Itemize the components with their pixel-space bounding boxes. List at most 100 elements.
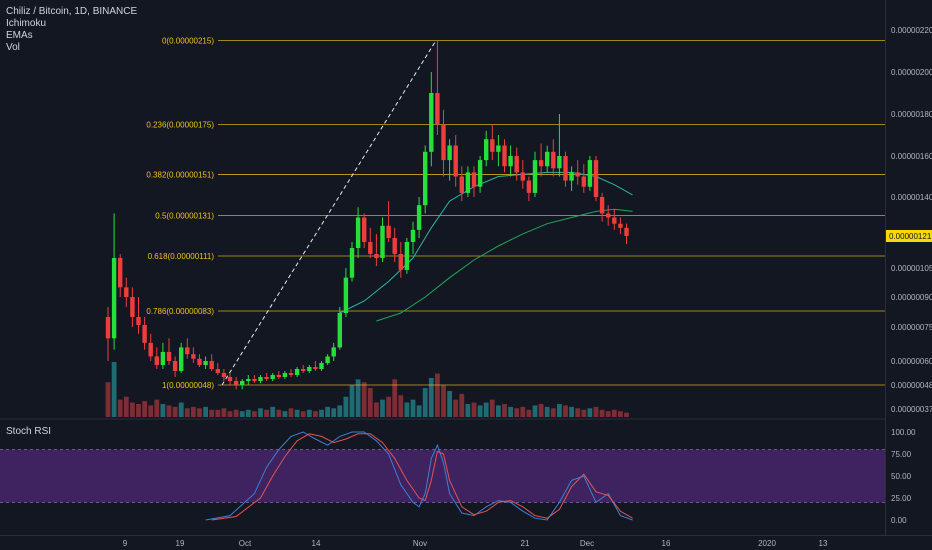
volume-bar xyxy=(459,393,465,417)
candle-body xyxy=(197,358,202,365)
volume-bar xyxy=(404,402,410,417)
candle-body xyxy=(276,375,281,377)
candle-body xyxy=(453,145,458,177)
fib-label: 0.236(0.00000175) xyxy=(146,121,214,130)
stoch-rsi-title[interactable]: Stoch RSI xyxy=(6,426,52,437)
fib-label: 0.618(0.00000111) xyxy=(148,252,215,261)
volume-bar xyxy=(300,411,306,417)
candle-body xyxy=(538,160,544,167)
indicator-ichimoku[interactable]: Ichimoku xyxy=(6,18,47,29)
candle-body xyxy=(490,139,495,152)
candle-body xyxy=(313,367,318,369)
stoch-rsi-panel: 100.00 75.00 50.00 25.00 0.00 xyxy=(0,428,916,525)
volume-bar xyxy=(306,409,312,417)
volume-bar xyxy=(465,403,471,417)
time-axis: 9 19 Oct 14 Nov 21 Dec 16 2020 13 xyxy=(123,539,828,548)
candle-body xyxy=(136,317,141,325)
time-tick-label: Oct xyxy=(239,539,252,548)
volume-bar xyxy=(337,405,343,417)
candle-body xyxy=(441,124,446,161)
fib-label: 0(0.00000215) xyxy=(162,37,214,46)
volume-bar xyxy=(550,408,556,417)
volume-bar xyxy=(191,406,196,417)
volume-bar xyxy=(398,395,404,417)
time-tick-label: 9 xyxy=(123,539,128,548)
candle-body xyxy=(246,379,251,381)
candle-body xyxy=(557,156,562,169)
candle-body xyxy=(392,238,397,254)
volume-bar xyxy=(111,362,117,417)
candle-body xyxy=(429,93,434,152)
price-tick-label: 0.00000037 xyxy=(891,405,932,414)
candle-body xyxy=(606,213,611,218)
candle-body xyxy=(215,369,220,373)
indicator-emas[interactable]: EMAs xyxy=(6,30,33,41)
candle-body xyxy=(551,151,556,169)
volume-bar xyxy=(422,388,428,417)
candle-body xyxy=(337,313,342,348)
volume-bar xyxy=(166,405,172,417)
volume-bar xyxy=(349,385,355,417)
candle-body xyxy=(185,347,190,355)
time-tick-label: 13 xyxy=(819,539,828,548)
volume-bar xyxy=(258,408,263,417)
volume-bar xyxy=(416,405,422,417)
volume-bar xyxy=(544,406,550,417)
time-tick-label: 19 xyxy=(176,539,185,548)
candle-body xyxy=(301,369,306,371)
volume-bar xyxy=(392,379,398,417)
volume-bar xyxy=(593,406,599,417)
volume-bar xyxy=(575,408,581,417)
volume-bar xyxy=(264,409,269,417)
volume-bar xyxy=(148,405,154,417)
volume-bar xyxy=(557,403,562,417)
volume-bar xyxy=(428,377,434,417)
candle-body xyxy=(435,93,440,125)
candle-body xyxy=(191,354,196,359)
volume-bar xyxy=(355,379,361,417)
candle-body xyxy=(148,342,153,357)
price-tick-label: 0.00000180 xyxy=(891,110,932,119)
rsi-tick-label: 75.00 xyxy=(891,450,912,459)
volume-bar xyxy=(288,408,294,417)
candle-body xyxy=(520,172,525,181)
rsi-k-line xyxy=(205,431,633,521)
volume-bar xyxy=(252,411,257,417)
candle-body xyxy=(343,277,349,313)
candle-body xyxy=(526,180,532,193)
candle-body xyxy=(587,160,593,187)
time-tick-label: Dec xyxy=(580,539,594,548)
price-tick-label: 0.00000220 xyxy=(891,26,932,35)
candles xyxy=(105,40,629,390)
volume-bar xyxy=(331,408,337,417)
candle-body xyxy=(240,381,245,385)
volume-bar xyxy=(380,399,385,417)
candle-body xyxy=(477,160,483,187)
indicator-vol[interactable]: Vol xyxy=(6,42,20,53)
volume-bar xyxy=(160,403,166,417)
volume-bar xyxy=(294,409,300,417)
fib-label: 0.786(0.00000083) xyxy=(146,307,214,316)
candle-body xyxy=(166,351,172,361)
candle-body xyxy=(307,367,312,371)
candle-body xyxy=(294,369,300,375)
volume-bar xyxy=(245,409,251,417)
candle-body xyxy=(227,377,233,381)
candle-body xyxy=(496,145,501,152)
price-tick-label: 0.00000075 xyxy=(891,323,932,332)
candle-body xyxy=(270,375,275,379)
candle-body xyxy=(514,156,519,173)
candle-body xyxy=(105,317,111,339)
volume-bar xyxy=(611,409,617,417)
symbol-title[interactable]: Chiliz / Bitcoin, 1D, BINANCE xyxy=(6,6,138,17)
volume-bar xyxy=(483,402,489,417)
candle-body xyxy=(368,242,373,254)
candle-body xyxy=(331,347,336,357)
volume-bar xyxy=(471,402,477,417)
volume-bar xyxy=(569,406,574,417)
volume-bar xyxy=(313,411,318,417)
volume-bar xyxy=(184,408,190,417)
time-tick-label: 14 xyxy=(312,539,321,548)
